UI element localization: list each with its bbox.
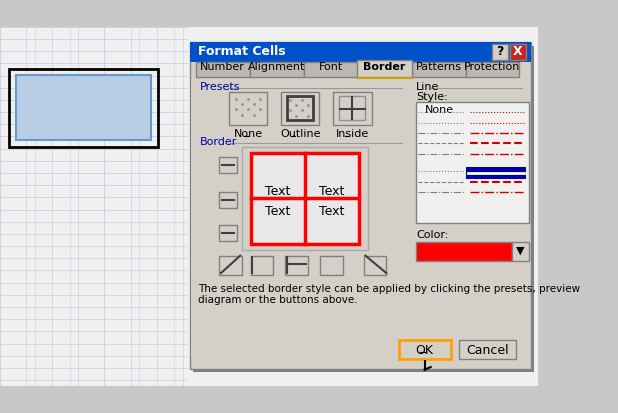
Text: None: None [425,105,454,115]
Bar [193,46,534,372]
Bar [416,242,512,261]
Bar [219,192,237,208]
Bar [242,147,368,249]
Bar [219,256,242,275]
Text: Text: Text [265,185,290,198]
Bar [465,62,520,77]
Text: Protection: Protection [464,62,520,73]
Text: X: X [513,45,523,58]
Text: Border: Border [200,138,237,147]
Bar [250,256,273,275]
Bar [286,256,308,275]
Bar [364,256,386,275]
Text: Format Cells: Format Cells [198,45,286,58]
Text: The selected border style can be applied by clicking the presets, preview
diagra: The selected border style can be applied… [198,283,580,305]
Bar [281,92,320,125]
Text: ?: ? [497,45,504,58]
Bar [9,69,158,147]
Bar [250,153,359,244]
Text: Style:: Style: [416,92,447,102]
Text: Color:: Color: [416,230,448,240]
Text: Cancel: Cancel [466,344,509,357]
Text: Text: Text [319,205,344,218]
Bar [399,340,451,359]
Bar [320,256,343,275]
Text: Inside: Inside [336,128,369,139]
Text: Patterns: Patterns [415,62,462,73]
Bar [15,75,151,140]
Text: OK: OK [416,344,434,357]
Bar [219,225,237,241]
Text: Number: Number [200,62,245,73]
Bar [412,62,465,77]
Text: Alignment: Alignment [248,62,305,73]
Bar [229,92,267,125]
Bar [192,79,529,358]
Bar [219,157,237,173]
Text: None: None [234,128,263,139]
Text: Border: Border [363,62,406,71]
Bar [459,340,516,359]
Bar [250,62,303,77]
Bar [416,102,529,223]
Bar [333,92,371,125]
Text: Font: Font [318,62,343,73]
Bar [196,62,250,77]
Bar [467,167,525,179]
Bar [512,242,529,261]
Bar [287,96,313,120]
Bar [357,60,412,77]
Text: Outline: Outline [280,128,321,139]
Text: Text: Text [319,185,344,198]
Bar [493,44,508,60]
Text: Line: Line [416,82,439,92]
Bar [303,62,358,77]
Bar [510,44,525,60]
Bar [190,43,531,62]
Text: Text: Text [265,205,290,218]
Bar [339,96,365,120]
Bar [190,43,531,369]
Text: ▼: ▼ [516,245,525,255]
Text: Presets: Presets [200,82,240,92]
